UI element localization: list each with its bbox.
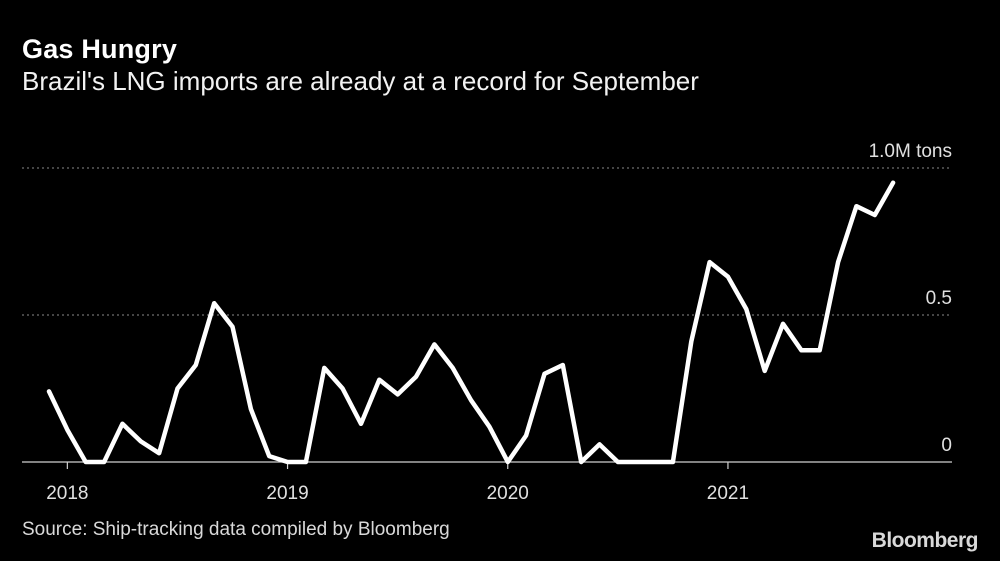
y-tick-label-0: 0 (941, 435, 952, 456)
data-points (47, 181, 895, 464)
data-point-1 (65, 428, 69, 432)
data-point-27 (542, 372, 546, 376)
data-point-3 (102, 460, 106, 464)
y-tick-label-1: 0.5 (926, 288, 952, 309)
data-point-46 (891, 181, 895, 185)
data-point-18 (377, 378, 381, 382)
data-point-30 (598, 442, 602, 446)
y-tick-label-2: 1.0M tons (869, 141, 952, 162)
x-tick-label-0: 2018 (46, 483, 88, 504)
data-point-19 (396, 392, 400, 396)
data-point-22 (451, 366, 455, 370)
data-point-17 (359, 422, 363, 426)
data-point-32 (634, 460, 638, 464)
data-point-11 (249, 407, 253, 411)
data-point-20 (414, 375, 418, 379)
data-point-28 (561, 363, 565, 367)
data-point-8 (194, 363, 198, 367)
x-tick-label-3: 2021 (707, 483, 749, 504)
data-point-39 (763, 369, 767, 373)
data-point-9 (212, 301, 216, 305)
data-point-36 (708, 260, 712, 264)
data-point-34 (671, 460, 675, 464)
data-point-25 (506, 460, 510, 464)
data-point-6 (157, 451, 161, 455)
data-point-40 (781, 322, 785, 326)
data-point-37 (726, 275, 730, 279)
data-point-31 (616, 460, 620, 464)
bloomberg-logo: Bloomberg (871, 529, 979, 552)
data-point-10 (231, 325, 235, 329)
data-point-5 (139, 439, 143, 443)
data-point-4 (120, 422, 124, 426)
data-point-14 (304, 460, 308, 464)
gridlines (22, 167, 952, 316)
data-point-23 (469, 398, 473, 402)
data-point-35 (689, 339, 693, 343)
data-point-33 (653, 460, 657, 464)
data-point-2 (84, 460, 88, 464)
data-point-7 (175, 387, 179, 391)
source-note: Source: Ship-tracking data compiled by B… (22, 519, 450, 540)
x-tick-label-2: 2020 (487, 483, 529, 504)
chart-title: Gas Hungry (22, 34, 178, 64)
series-line-lng-imports (46, 180, 896, 465)
data-point-26 (524, 434, 528, 438)
data-point-16 (341, 387, 345, 391)
x-axis-ticks: 2018 2019 2020 2021 (46, 462, 749, 504)
y-axis-labels: 0 0.5 1.0M tons (869, 141, 952, 456)
data-point-24 (487, 425, 491, 429)
data-point-13 (286, 460, 290, 464)
data-point-0 (47, 389, 51, 393)
data-point-15 (322, 366, 326, 370)
data-point-41 (799, 348, 803, 352)
chart-subtitle: Brazil's LNG imports are already at a re… (22, 66, 699, 96)
data-point-12 (267, 454, 271, 458)
x-tick-label-1: 2019 (266, 483, 308, 504)
data-point-21 (432, 342, 436, 346)
data-point-45 (873, 213, 877, 217)
data-point-42 (818, 348, 822, 352)
data-point-44 (854, 204, 858, 208)
data-point-43 (836, 260, 840, 264)
data-point-38 (744, 307, 748, 311)
data-point-29 (579, 460, 583, 464)
